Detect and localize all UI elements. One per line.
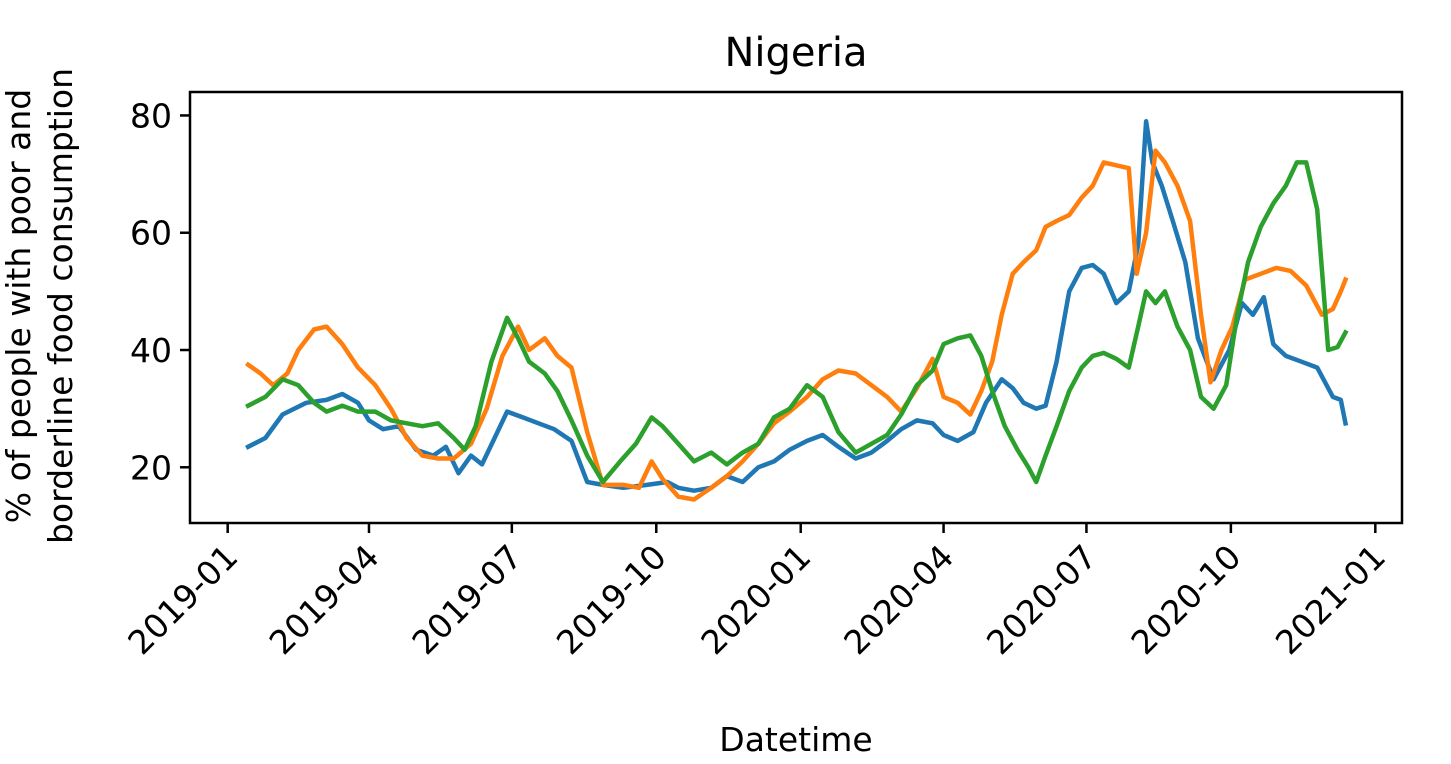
x-tick-label: 2021-01 — [1268, 537, 1393, 662]
x-axis-title: Datetime — [719, 720, 872, 759]
y-tick-label: 80 — [130, 96, 172, 135]
x-axis: 2019-01 2019-04 2019-07 2019-10 2020-01 2020-… — [120, 523, 1393, 662]
x-tick-label: 2020-01 — [693, 537, 818, 662]
y-tick-label: 60 — [130, 214, 172, 253]
series-line-3 — [245, 160, 1349, 485]
y-tick-label: 20 — [130, 448, 172, 487]
x-tick-label: 2019-01 — [120, 537, 245, 662]
x-tick-label: 2019-04 — [262, 537, 387, 662]
y-axis-title-line-1: % of people with poor and — [0, 89, 38, 523]
x-tick-label: 2019-07 — [404, 537, 529, 662]
x-tick-label: 2020-07 — [979, 537, 1104, 662]
x-tick-label: 2019-10 — [549, 537, 674, 662]
x-tick-label: 2020-10 — [1123, 537, 1248, 662]
y-axis-title-line-2: borderline food consumption — [41, 68, 80, 544]
series-line-2 — [244, 148, 1349, 502]
series-line-1 — [245, 119, 1349, 493]
chart-title: Nigeria — [724, 30, 867, 76]
series-layer — [244, 119, 1349, 502]
x-tick-label: 2020-04 — [836, 537, 961, 662]
plot-area-frame — [188, 90, 1404, 525]
y-tick-label: 40 — [130, 331, 172, 370]
y-axis-title: % of people with poor and borderline foo… — [0, 68, 80, 544]
y-axis: 20 40 60 80 — [130, 96, 190, 487]
